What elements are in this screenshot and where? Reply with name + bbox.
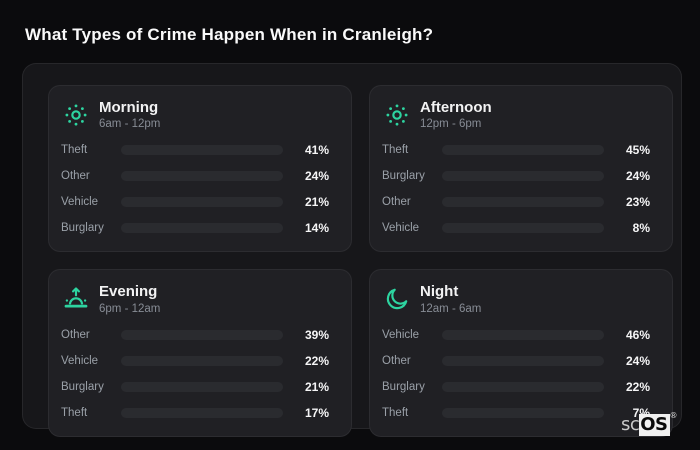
bar-track xyxy=(442,223,604,234)
bar-track xyxy=(442,329,604,340)
watermark-prefix: sc xyxy=(620,414,640,435)
scos-watermark: scOS ® xyxy=(620,412,677,436)
percent-value: 45% xyxy=(625,143,650,158)
crime-bar-row: Theft 45% xyxy=(382,143,650,157)
crime-label: Vehicle xyxy=(382,328,420,341)
card-heading: Morning 6am - 12pm xyxy=(99,99,160,130)
sun-icon xyxy=(63,102,89,128)
crime-bar-row: Burglary 14% xyxy=(61,221,329,235)
crime-label: Burglary xyxy=(61,222,104,235)
bar-track xyxy=(442,355,604,366)
bar-track xyxy=(442,381,604,392)
card-title: Evening xyxy=(99,283,158,301)
percent-value: 21% xyxy=(304,195,329,210)
crime-bar-row: Theft 7% xyxy=(382,406,650,420)
card-title: Night xyxy=(420,283,459,301)
crime-bar-row: Vehicle 22% xyxy=(61,354,329,368)
page-title: What Types of Crime Happen When in Cranl… xyxy=(25,25,434,44)
percent-value: 21% xyxy=(304,379,329,394)
card-time-range: 6pm - 12am xyxy=(99,302,161,315)
crime-label: Theft xyxy=(382,144,409,157)
crime-bar-row: Burglary 22% xyxy=(382,380,650,394)
bar-track xyxy=(121,355,283,366)
crime-bar-row: Burglary 24% xyxy=(382,169,650,183)
card-evening: Evening 6pm - 12am Other 39% Vehicle 22%… xyxy=(48,269,352,437)
bar-chart: Other 39% Vehicle 22% Burglary 21% Theft… xyxy=(61,328,329,420)
percent-value: 17% xyxy=(304,405,329,420)
percent-value: 23% xyxy=(625,195,650,210)
crime-bar-row: Other 23% xyxy=(382,195,650,209)
bar-track xyxy=(121,407,283,418)
card-header: Evening 6pm - 12am xyxy=(61,283,329,315)
card-night: Night 12am - 6am Vehicle 46% Other 24% B… xyxy=(369,269,673,437)
bar-track xyxy=(121,171,283,182)
card-time-range: 6am - 12pm xyxy=(99,118,161,131)
crime-bar-row: Vehicle 8% xyxy=(382,221,650,235)
card-heading: Afternoon 12pm - 6pm xyxy=(420,99,492,130)
card-header: Night 12am - 6am xyxy=(382,283,650,315)
card-header: Afternoon 12pm - 6pm xyxy=(382,99,650,130)
moon-icon xyxy=(384,286,410,312)
card-afternoon: Afternoon 12pm - 6pm Theft 45% Burglary … xyxy=(369,85,673,253)
crime-bar-row: Theft 17% xyxy=(61,406,329,420)
watermark-brand: OS xyxy=(639,414,670,436)
registered-mark-icon: ® xyxy=(669,411,678,420)
bar-track xyxy=(442,145,604,156)
crime-label: Other xyxy=(61,328,90,341)
crime-times-panel: Morning 6am - 12pm Theft 41% Other 24% V… xyxy=(22,63,682,437)
crime-bar-row: Theft 41% xyxy=(61,143,329,157)
percent-value: 46% xyxy=(625,327,650,342)
bar-track xyxy=(121,197,283,208)
card-header: Morning 6am - 12pm xyxy=(61,99,329,130)
sunrise-icon xyxy=(63,286,89,312)
percent-value: 24% xyxy=(304,169,329,184)
percent-value: 39% xyxy=(304,327,329,342)
bar-chart: Vehicle 46% Other 24% Burglary 22% Theft… xyxy=(382,328,650,420)
percent-value: 8% xyxy=(632,221,650,236)
crime-bar-row: Other 24% xyxy=(61,169,329,183)
crime-bar-row: Burglary 21% xyxy=(61,380,329,394)
crime-label: Vehicle xyxy=(382,222,420,235)
percent-value: 22% xyxy=(625,379,650,394)
crime-label: Burglary xyxy=(382,170,425,183)
bar-chart: Theft 45% Burglary 24% Other 23% Vehicle… xyxy=(382,143,650,235)
crime-label: Other xyxy=(382,196,411,209)
bar-chart: Theft 41% Other 24% Vehicle 21% Burglary… xyxy=(61,143,329,235)
card-heading: Night 12am - 6am xyxy=(420,283,481,314)
bar-track xyxy=(121,145,283,156)
crime-bar-row: Vehicle 21% xyxy=(61,195,329,209)
card-morning: Morning 6am - 12pm Theft 41% Other 24% V… xyxy=(48,85,352,253)
percent-value: 22% xyxy=(304,353,329,368)
bar-track xyxy=(442,407,604,418)
crime-label: Vehicle xyxy=(61,354,99,367)
bar-track xyxy=(121,223,283,234)
bar-track xyxy=(121,381,283,392)
crime-bar-row: Other 24% xyxy=(382,354,650,368)
card-title: Afternoon xyxy=(420,99,492,116)
crime-label: Theft xyxy=(382,406,409,419)
crime-label: Theft xyxy=(61,406,88,419)
card-heading: Evening 6pm - 12am xyxy=(99,283,160,314)
crime-label: Other xyxy=(382,354,411,367)
percent-value: 14% xyxy=(304,221,329,236)
bar-track xyxy=(442,171,604,182)
bar-track xyxy=(442,197,604,208)
card-time-range: 12am - 6am xyxy=(420,302,482,315)
card-time-range: 12pm - 6pm xyxy=(420,118,482,131)
crime-label: Other xyxy=(61,170,90,183)
crime-label: Burglary xyxy=(61,380,104,393)
percent-value: 41% xyxy=(304,143,329,158)
crime-bar-row: Vehicle 46% xyxy=(382,328,650,342)
percent-value: 24% xyxy=(625,353,650,368)
sun-icon xyxy=(384,102,410,128)
crime-label: Burglary xyxy=(382,380,425,393)
crime-label: Theft xyxy=(61,144,88,157)
card-title: Morning xyxy=(99,99,159,116)
crime-label: Vehicle xyxy=(61,196,99,209)
bar-track xyxy=(121,329,283,340)
percent-value: 24% xyxy=(625,169,650,184)
crime-bar-row: Other 39% xyxy=(61,328,329,342)
